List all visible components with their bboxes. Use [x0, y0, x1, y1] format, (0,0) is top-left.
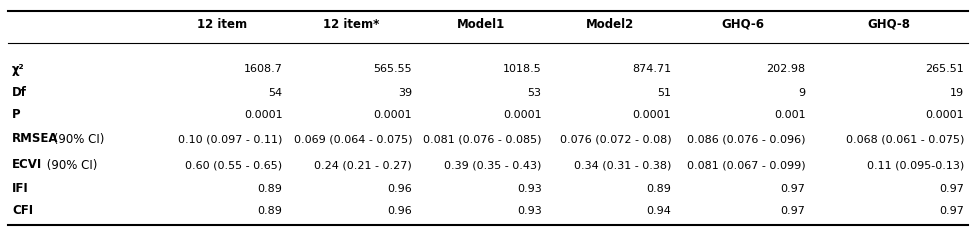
Text: 51: 51 [657, 88, 672, 98]
Text: 0.60 (0.55 - 0.65): 0.60 (0.55 - 0.65) [186, 159, 283, 169]
Text: (90% CI): (90% CI) [50, 132, 104, 145]
Text: 0.10 (0.097 - 0.11): 0.10 (0.097 - 0.11) [178, 133, 283, 143]
Text: 1018.5: 1018.5 [503, 64, 541, 74]
Text: 0.89: 0.89 [646, 183, 672, 193]
Text: 0.0001: 0.0001 [244, 109, 283, 119]
Text: Model1: Model1 [457, 17, 504, 30]
Text: χ²: χ² [12, 62, 24, 75]
Text: 0.97: 0.97 [939, 183, 964, 193]
Text: 39: 39 [398, 88, 412, 98]
Text: 0.97: 0.97 [781, 183, 806, 193]
Text: 565.55: 565.55 [373, 64, 412, 74]
Text: 12 item: 12 item [196, 17, 247, 30]
Text: 0.93: 0.93 [517, 205, 541, 215]
Text: 53: 53 [528, 88, 541, 98]
Text: 0.081 (0.076 - 0.085): 0.081 (0.076 - 0.085) [423, 133, 541, 143]
Text: 0.11 (0.095-0.13): 0.11 (0.095-0.13) [867, 159, 964, 169]
Text: 0.93: 0.93 [517, 183, 541, 193]
Text: 0.0001: 0.0001 [925, 109, 964, 119]
Text: (90% CI): (90% CI) [43, 158, 97, 171]
Text: 0.94: 0.94 [646, 205, 672, 215]
Text: 0.081 (0.067 - 0.099): 0.081 (0.067 - 0.099) [687, 159, 806, 169]
Text: 54: 54 [268, 88, 283, 98]
Text: 1608.7: 1608.7 [244, 64, 283, 74]
Text: Model2: Model2 [586, 17, 635, 30]
Text: ECVI: ECVI [12, 158, 42, 171]
Text: 19: 19 [950, 88, 964, 98]
Text: 0.97: 0.97 [781, 205, 806, 215]
Text: IFI: IFI [12, 182, 29, 195]
Text: 0.89: 0.89 [258, 205, 283, 215]
Text: 0.0001: 0.0001 [373, 109, 412, 119]
Text: 0.89: 0.89 [258, 183, 283, 193]
Text: 0.0001: 0.0001 [633, 109, 672, 119]
Text: 0.068 (0.061 - 0.075): 0.068 (0.061 - 0.075) [846, 133, 964, 143]
Text: 0.0001: 0.0001 [503, 109, 541, 119]
Text: 9: 9 [798, 88, 806, 98]
Text: 0.086 (0.076 - 0.096): 0.086 (0.076 - 0.096) [687, 133, 806, 143]
Text: 202.98: 202.98 [767, 64, 806, 74]
Text: 0.069 (0.064 - 0.075): 0.069 (0.064 - 0.075) [294, 133, 412, 143]
Text: 265.51: 265.51 [925, 64, 964, 74]
Text: 0.96: 0.96 [387, 205, 412, 215]
Text: 12 item*: 12 item* [323, 17, 379, 30]
Text: 0.97: 0.97 [939, 205, 964, 215]
Text: 874.71: 874.71 [632, 64, 672, 74]
Text: Df: Df [12, 86, 27, 99]
Text: 0.001: 0.001 [774, 109, 806, 119]
Text: RMSEA: RMSEA [12, 132, 58, 145]
Text: 0.076 (0.072 - 0.08): 0.076 (0.072 - 0.08) [560, 133, 672, 143]
Text: 0.24 (0.21 - 0.27): 0.24 (0.21 - 0.27) [314, 159, 412, 169]
Text: 0.39 (0.35 - 0.43): 0.39 (0.35 - 0.43) [444, 159, 541, 169]
Text: P: P [12, 108, 20, 121]
Text: 0.34 (0.31 - 0.38): 0.34 (0.31 - 0.38) [573, 159, 672, 169]
Text: GHQ-6: GHQ-6 [721, 17, 764, 30]
Text: GHQ-8: GHQ-8 [867, 17, 911, 30]
Text: 0.96: 0.96 [387, 183, 412, 193]
Text: CFI: CFI [12, 204, 33, 217]
